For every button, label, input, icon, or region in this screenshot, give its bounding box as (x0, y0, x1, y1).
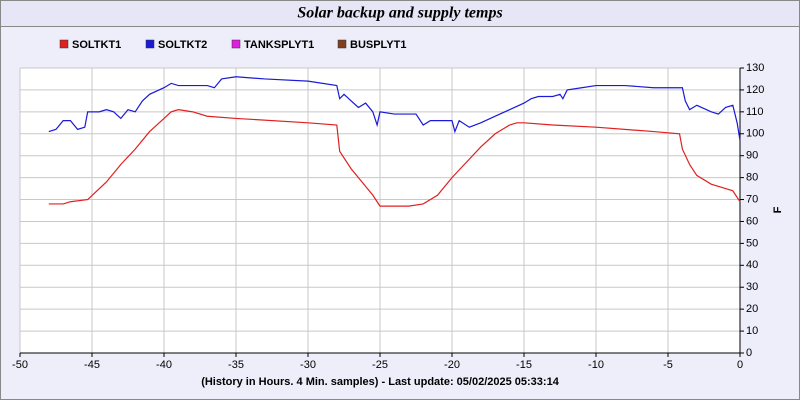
y-tick-label: 0 (746, 347, 752, 359)
y-tick-label: 70 (746, 193, 758, 205)
y-tick-label: 120 (746, 84, 764, 96)
x-tick-label: -40 (156, 359, 172, 371)
x-axis-label: (History in Hours. 4 Min. samples) - Las… (201, 376, 560, 388)
y-tick-label: 90 (746, 150, 758, 162)
y-tick-label: 60 (746, 215, 758, 227)
x-tick-label: -5 (663, 359, 673, 371)
title-bar (0, 0, 800, 27)
legend-label: SOLTKT1 (72, 39, 121, 51)
x-tick-label: -50 (12, 359, 28, 371)
y-tick-label: 50 (746, 237, 758, 249)
legend-label: BUSPLYT1 (350, 39, 406, 51)
x-tick-label: -35 (228, 359, 244, 371)
x-tick-label: -45 (84, 359, 100, 371)
y-axis-label: F (772, 206, 784, 213)
legend-label: TANKSPLYT1 (244, 39, 314, 51)
x-tick-label: -30 (300, 359, 316, 371)
y-tick-label: 80 (746, 172, 758, 184)
x-tick-label: 0 (737, 359, 743, 371)
y-tick-label: 10 (746, 325, 758, 337)
x-tick-label: -20 (444, 359, 460, 371)
x-tick-label: -10 (588, 359, 604, 371)
legend-swatch (231, 39, 241, 49)
y-tick-label: 110 (746, 106, 764, 118)
legend-swatch (59, 39, 69, 49)
y-tick-label: 100 (746, 128, 764, 140)
chart-title: Solar backup and supply temps (297, 5, 502, 22)
series-line (48, 76, 741, 141)
legend-swatch (337, 39, 347, 49)
y-tick-label: 130 (746, 62, 764, 74)
x-tick-label: -25 (372, 359, 388, 371)
y-tick-label: 20 (746, 303, 758, 315)
series-line (48, 109, 741, 207)
legend-label: SOLTKT2 (158, 39, 207, 51)
x-tick-label: -15 (516, 359, 532, 371)
y-tick-label: 40 (746, 259, 758, 271)
y-tick-label: 30 (746, 281, 758, 293)
legend-swatch (145, 39, 155, 49)
